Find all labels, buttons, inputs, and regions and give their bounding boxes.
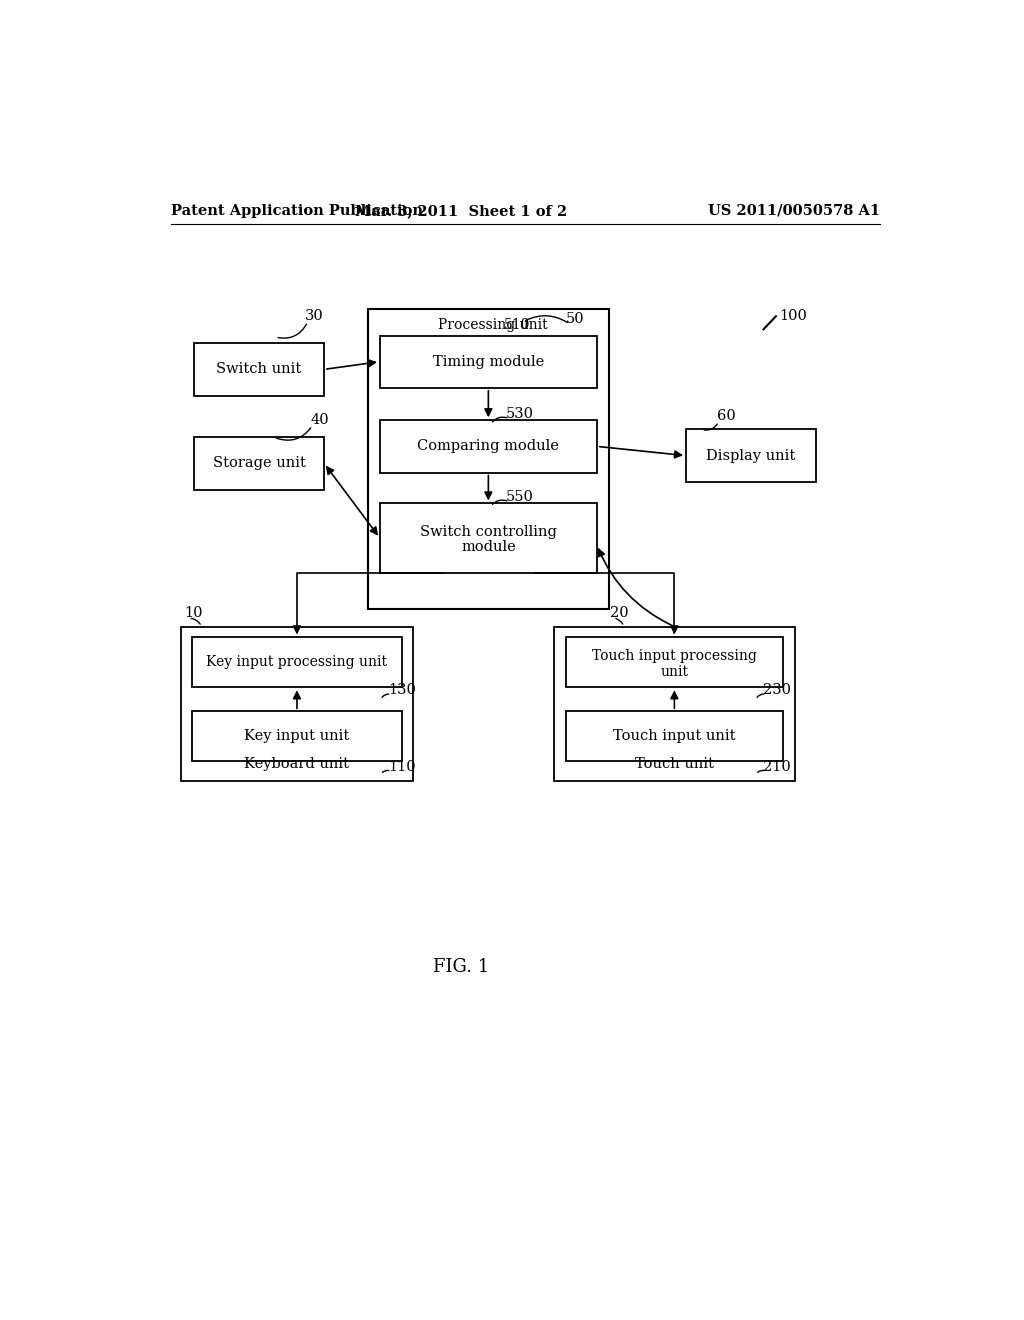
Text: 210: 210 <box>764 760 792 774</box>
Text: Keyboard unit: Keyboard unit <box>245 756 349 771</box>
Text: unit: unit <box>660 664 688 678</box>
Bar <box>194 343 324 396</box>
Text: Touch input unit: Touch input unit <box>613 729 735 743</box>
Text: module: module <box>461 540 516 554</box>
Bar <box>194 437 324 490</box>
Bar <box>180 627 414 780</box>
Bar <box>380 503 597 573</box>
Bar <box>191 711 402 762</box>
Bar <box>369 309 608 609</box>
Text: Mar. 3, 2011  Sheet 1 of 2: Mar. 3, 2011 Sheet 1 of 2 <box>355 203 567 218</box>
Text: 230: 230 <box>764 682 792 697</box>
Text: Switch controlling: Switch controlling <box>420 525 557 539</box>
Bar <box>566 711 783 762</box>
Text: 130: 130 <box>388 682 417 697</box>
Text: Key input processing unit: Key input processing unit <box>207 655 387 669</box>
Bar <box>191 638 402 688</box>
Text: Processing unit: Processing unit <box>438 318 548 333</box>
Text: FIG. 1: FIG. 1 <box>433 958 489 975</box>
Bar <box>380 420 597 473</box>
Text: 110: 110 <box>388 760 416 774</box>
Text: 40: 40 <box>310 413 329 428</box>
Text: 30: 30 <box>305 309 324 323</box>
Text: US 2011/0050578 A1: US 2011/0050578 A1 <box>708 203 880 218</box>
Text: 60: 60 <box>717 409 736 424</box>
Text: 20: 20 <box>610 606 629 619</box>
Text: 10: 10 <box>183 606 203 619</box>
Text: Comparing module: Comparing module <box>418 440 559 453</box>
Text: Switch unit: Switch unit <box>216 363 302 376</box>
Text: Touch unit: Touch unit <box>635 756 714 771</box>
Text: 100: 100 <box>779 309 807 323</box>
Text: Storage unit: Storage unit <box>213 457 305 470</box>
Text: Key input unit: Key input unit <box>245 729 349 743</box>
Bar <box>554 627 795 780</box>
Text: 50: 50 <box>566 312 585 326</box>
Text: Touch input processing: Touch input processing <box>592 649 757 663</box>
Text: Display unit: Display unit <box>707 449 796 462</box>
Bar <box>686 429 816 482</box>
Text: 550: 550 <box>506 490 535 504</box>
Bar <box>380 335 597 388</box>
Text: Patent Application Publication: Patent Application Publication <box>171 203 423 218</box>
Text: 510: 510 <box>504 318 530 333</box>
Text: 530: 530 <box>506 407 535 421</box>
Bar <box>566 638 783 688</box>
Text: Timing module: Timing module <box>433 355 544 368</box>
